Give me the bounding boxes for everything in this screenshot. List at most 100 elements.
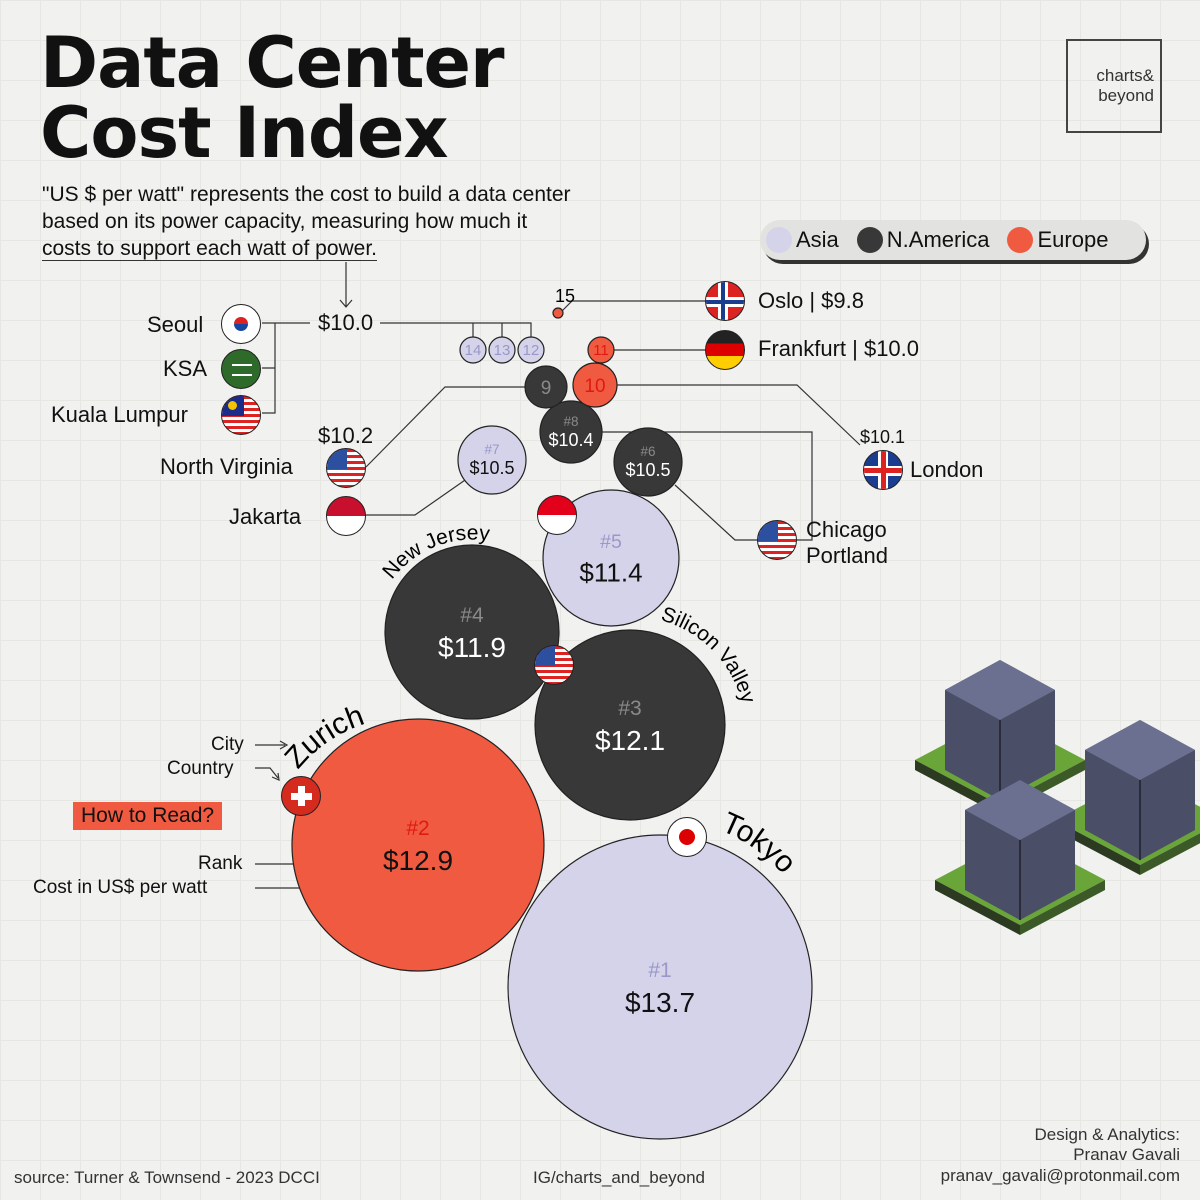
bubble-rank-label: #8 — [563, 414, 578, 429]
howto-rank: Rank — [198, 853, 243, 874]
bubble-circle — [488, 336, 516, 364]
value-label-shared: $10.0 — [318, 310, 374, 335]
city-label-ksa: KSA — [163, 356, 208, 381]
legend-swatch — [766, 227, 792, 253]
bubble-chicago: #6$10.5 — [613, 427, 683, 497]
bubble-rank-label: 10 — [584, 376, 605, 397]
usa-flag-icon — [326, 448, 366, 488]
bubble-circle — [539, 400, 603, 464]
server-illustration — [915, 660, 1200, 935]
server-top — [945, 660, 1055, 720]
bubble-value-label: $11.4 — [579, 557, 642, 587]
city-label-chicago: Chicago — [806, 517, 887, 542]
indonesia-flag-icon — [326, 496, 366, 536]
bubble-rank-label: #7 — [484, 442, 499, 457]
city-label-seoul: Seoul — [147, 312, 204, 337]
subtitle-line: costs to support each watt of power. — [42, 237, 378, 261]
server-base-side — [1140, 833, 1200, 875]
server-rack-icon — [935, 780, 1105, 935]
legend-swatch — [856, 227, 883, 253]
server-rack-icon — [915, 660, 1085, 815]
subtitle-line: based on its power capacity, measuring h… — [42, 210, 528, 233]
legend-label: Europe — [1037, 227, 1109, 252]
bubble-singapore: #5 $11.4 — [542, 489, 680, 627]
bubble-value-label: $11.9 — [438, 632, 506, 663]
how-to-read-badge: How to Read? — [73, 802, 223, 830]
city-label-jakarta: Jakarta — [229, 504, 302, 529]
singapore-flag-icon — [537, 495, 577, 535]
bubble-ksa: 13 — [488, 336, 516, 364]
bubble-rank-label: 14 — [465, 342, 482, 359]
brand-logo: charts& beyond — [1066, 39, 1162, 133]
bubble-circle — [524, 365, 568, 409]
bubble-kuala-lumpur: 14 — [459, 336, 487, 364]
bubble-value-label: $12.9 — [383, 845, 453, 876]
server-base-side — [935, 880, 1020, 935]
saudi-arabia-flag-icon — [221, 349, 261, 389]
city-label-north-virginia: North Virginia — [160, 454, 293, 479]
usa-flag-icon — [534, 645, 574, 685]
malaysia-flag-icon — [221, 395, 261, 435]
bubble-circle — [542, 489, 680, 627]
bubble-london: 10 — [572, 362, 618, 408]
bubble-circle — [457, 425, 527, 495]
japan-flag-icon — [667, 817, 707, 857]
credit-line: Pranav Gavali — [1073, 1145, 1180, 1164]
bubble-circle — [534, 629, 726, 821]
bubble-circle — [613, 427, 683, 497]
server-top — [965, 780, 1075, 840]
bubble-value-label: $10.5 — [625, 460, 670, 480]
howto-city: City — [211, 734, 244, 755]
howto-cost: Cost in US$ per watt — [33, 877, 208, 898]
legend-item-namerica: N.America — [856, 227, 990, 253]
bubble-seoul: 12 — [517, 336, 545, 364]
bubble-value-label: $13.7 — [625, 987, 695, 1018]
server-top — [1085, 720, 1195, 780]
howto-country: Country — [167, 758, 234, 779]
instagram-handle: IG/charts_and_beyond — [533, 1168, 706, 1187]
bubble-rank-label: #1 — [648, 959, 671, 982]
legend-swatch — [1007, 227, 1034, 253]
server-base-side — [915, 760, 1000, 815]
bubble-circle — [517, 336, 545, 364]
bubble-north-virginia: 9 — [524, 365, 568, 409]
bubble-rank-label: #3 — [618, 697, 641, 720]
city-label-oslo: Oslo | $9.8 — [758, 288, 864, 313]
bubble-circle — [459, 336, 487, 364]
germany-flag-icon — [705, 330, 745, 370]
bubble-circle — [572, 362, 618, 408]
bubble-circle — [507, 834, 813, 1140]
server-base-side — [1055, 820, 1140, 875]
bubble-portland: #8$10.4 — [539, 400, 603, 464]
city-label-kuala-lumpur: Kuala Lumpur — [51, 402, 188, 427]
city-label-london: London — [910, 457, 984, 482]
server-rack-icon — [1055, 720, 1200, 875]
bubble-rank-label: #6 — [640, 444, 655, 459]
bubble-rank-label: 9 — [541, 378, 552, 399]
bubble-rank-label: 11 — [593, 342, 609, 359]
logo-line: charts& — [1096, 66, 1154, 85]
switzerland-flag-icon — [281, 776, 321, 816]
title-line-1: Data Center — [40, 22, 505, 104]
bubble-circle — [291, 718, 545, 972]
bubble-jakarta: #7$10.5 — [457, 425, 527, 495]
server-base-side — [1020, 880, 1105, 935]
legend-item-asia: Asia — [766, 227, 839, 253]
bubble-silicon-valley: #3 $12.1 — [534, 629, 726, 821]
norway-flag-icon — [705, 281, 745, 321]
subtitle: "US $ per watt" represents the cost to b… — [42, 181, 742, 262]
south-korea-flag-icon — [221, 304, 261, 344]
legend-label: N.America — [886, 227, 990, 252]
bubble-tokyo: #1 $13.7 — [507, 834, 813, 1140]
credits: Design & Analytics: Pranav Gavali pranav… — [941, 1125, 1180, 1186]
bubble-new-jersey: #4 $11.9 — [384, 544, 560, 720]
bubble-value-label: $10.4 — [548, 430, 593, 450]
city-label-frankfurt: Frankfurt | $10.0 — [758, 336, 920, 361]
bubble-circle — [384, 544, 560, 720]
value-label-london: $10.1 — [860, 427, 906, 447]
source-note: source: Turner & Townsend - 2023 DCCI — [14, 1168, 320, 1187]
subtitle-line: "US $ per watt" represents the cost to b… — [42, 183, 571, 206]
logo-line: beyond — [1098, 86, 1154, 105]
bubble-rank-label: 12 — [523, 342, 540, 359]
